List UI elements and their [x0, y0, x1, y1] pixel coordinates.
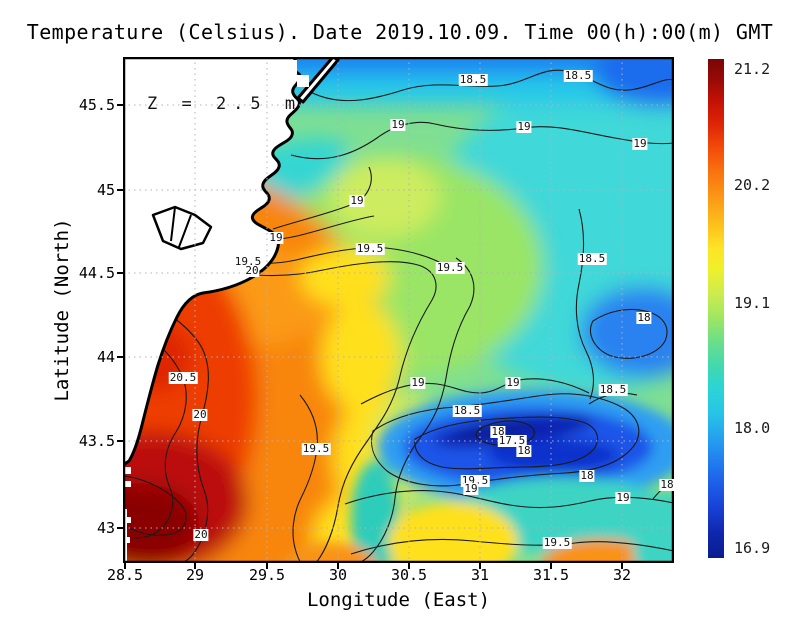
temperature-field-svg: [123, 57, 674, 563]
colorbar-gradient: [708, 59, 724, 558]
contour-value-label: 17.5: [497, 434, 527, 447]
contour-value-label: 18: [636, 311, 652, 324]
contour-value-label: 20: [192, 408, 208, 421]
x-tick-mark: [194, 563, 196, 569]
contour-value-label: 19: [410, 376, 426, 389]
x-tick-mark: [479, 563, 481, 569]
coastline: [123, 57, 340, 563]
contour-value-label: 18.5: [452, 404, 482, 417]
contour-value-label: 20: [193, 528, 209, 541]
contour-value-label: 19: [505, 376, 521, 389]
x-tick-mark: [266, 563, 268, 569]
colorbar-tick-label: 21.2: [734, 60, 771, 78]
contour-value-label: 18: [659, 478, 675, 491]
colorbar-tick-label: 18.0: [734, 419, 771, 437]
colorbar-tick-label: 16.9: [734, 539, 771, 557]
y-tick-label: 44.5: [78, 264, 115, 282]
contour-value-label: 19: [268, 231, 284, 244]
contour-value-label: 20.5: [168, 371, 198, 384]
x-tick-mark: [337, 563, 339, 569]
contour-value-label: 19: [516, 120, 532, 133]
y-tick-mark: [117, 527, 123, 529]
x-tick-mark: [621, 563, 623, 569]
x-tick-label: 29: [185, 566, 205, 584]
y-tick-label: 43.5: [78, 432, 115, 450]
x-tick-label: 32: [612, 566, 632, 584]
contour-value-label: 18.5: [598, 383, 628, 396]
y-tick-label: 43: [96, 519, 115, 537]
contour-value-label: 19: [390, 118, 406, 131]
contour-value-label: 19: [463, 482, 479, 495]
contour-value-label: 19.5: [301, 442, 331, 455]
contour-value-label: 19: [615, 491, 631, 504]
contour-value-label: 18: [579, 469, 595, 482]
contour-value-label: 19: [349, 194, 365, 207]
contour-value-label: 19.5: [355, 242, 385, 255]
contour-value-label: 18.5: [563, 69, 593, 82]
x-tick-mark: [408, 563, 410, 569]
gridlines: [123, 57, 674, 563]
contour-value-label: 18.5: [458, 73, 488, 86]
plot-border: [123, 57, 674, 563]
colorbar-tick-label: 20.2: [734, 176, 771, 194]
y-tick-mark: [117, 272, 123, 274]
contour-value-label: 18.5: [577, 252, 607, 265]
x-tick-mark: [550, 563, 552, 569]
x-tick-label: 31.5: [532, 566, 570, 584]
contour-value-label: 19.5: [542, 536, 572, 549]
x-axis-label: Longitude (East): [306, 589, 491, 611]
depth-annotation: Z = 2.5 m: [147, 94, 303, 114]
x-tick-label: 28.5: [106, 566, 144, 584]
y-tick-mark: [117, 440, 123, 442]
y-axis-label: Latitude (North): [51, 218, 73, 402]
y-tick-label: 45: [96, 181, 115, 199]
contour-value-label: 19: [632, 137, 648, 150]
x-tick-label: 29.5: [248, 566, 286, 584]
x-tick-label: 30: [328, 566, 348, 584]
contour-value-label: 19.5: [435, 261, 465, 274]
y-tick-mark: [117, 104, 123, 106]
y-tick-label: 45.5: [78, 96, 115, 114]
y-tick-mark: [117, 356, 123, 358]
chart-title: Temperature (Celsius). Date 2019.10.09. …: [26, 20, 774, 44]
contour-value-label: 20: [244, 264, 260, 277]
y-tick-mark: [117, 189, 123, 191]
contour-value-label: 18: [516, 444, 532, 457]
x-tick-label: 30.5: [390, 566, 428, 584]
y-tick-label: 44: [96, 348, 115, 366]
x-tick-label: 31: [470, 566, 490, 584]
x-tick-mark: [124, 563, 126, 569]
colorbar-tick-label: 19.1: [734, 294, 771, 312]
plot-area: Z = 2.5 m 19 18.5 18.5 19 19 19 19 19.5 20 19.5 19…: [123, 57, 675, 563]
